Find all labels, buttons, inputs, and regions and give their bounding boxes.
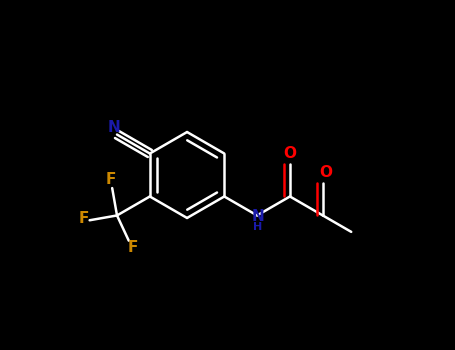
Text: F: F: [127, 240, 138, 255]
Text: H: H: [253, 222, 262, 232]
Text: O: O: [283, 146, 297, 161]
Text: O: O: [319, 165, 332, 180]
Text: N: N: [108, 120, 121, 135]
Text: F: F: [106, 173, 116, 188]
Text: F: F: [78, 211, 89, 226]
Text: N: N: [251, 209, 264, 224]
